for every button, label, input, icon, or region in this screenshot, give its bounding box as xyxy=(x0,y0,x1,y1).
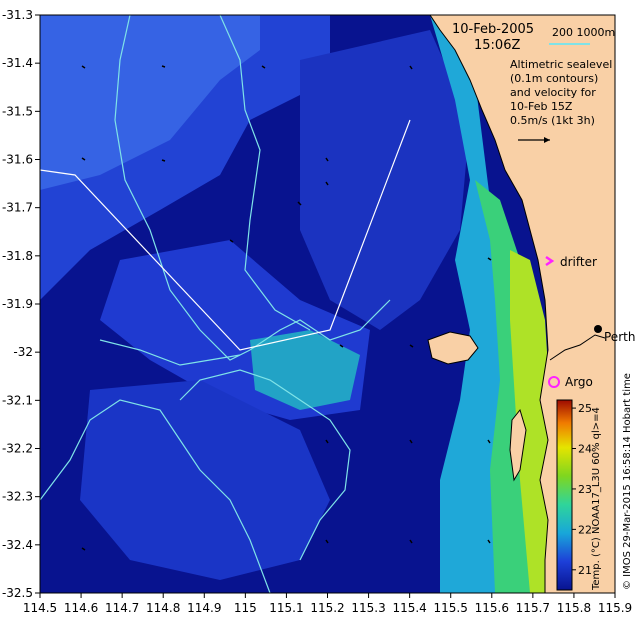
argo-label: Argo xyxy=(565,375,593,389)
velocity-arrow xyxy=(261,65,266,69)
velocity-arrows xyxy=(81,65,492,551)
land-rottnest-island xyxy=(427,331,479,365)
x-tick-label: 114.8 xyxy=(146,601,180,615)
argo-marker xyxy=(548,376,560,388)
x-tick-label: 115.3 xyxy=(351,601,385,615)
legend-line-2: (0.1m contours) xyxy=(510,72,598,85)
velocity-arrow xyxy=(487,439,491,444)
colorbar-tick-label: 21 xyxy=(578,564,592,577)
x-tick-label: 114.9 xyxy=(187,601,221,615)
colorbar-title: Temp. (°C) NOAA17_L3U 60% ql>=4 xyxy=(591,407,602,591)
x-tick-label: 115.4 xyxy=(392,601,426,615)
map-plot-area xyxy=(40,15,615,593)
city-marker-perth xyxy=(594,325,602,333)
legend-line-3: and velocity for xyxy=(510,86,596,99)
velocity-scale-arrowhead xyxy=(544,137,550,143)
sst-patch-south xyxy=(80,380,330,580)
time-label: 15:06Z xyxy=(474,38,520,53)
x-tick-label: 114.7 xyxy=(105,601,139,615)
contour-line xyxy=(219,15,311,331)
x-tick-label: 114.5 xyxy=(23,601,57,615)
velocity-arrow xyxy=(81,157,86,161)
x-tick-label: 114.6 xyxy=(64,601,98,615)
y-tick-label: -31.5 xyxy=(2,104,33,118)
y-tick-label: -32.4 xyxy=(2,538,33,552)
river-estuary xyxy=(549,334,606,361)
velocity-arrow xyxy=(339,344,344,348)
velocity-arrow xyxy=(409,65,413,70)
y-tick-label: -31.9 xyxy=(2,297,33,311)
ship-track xyxy=(40,119,411,351)
x-tick-label: 115.8 xyxy=(557,601,591,615)
colorbar-ticks: 21 22 23 24 25 xyxy=(572,402,592,577)
date-label: 10-Feb-2005 xyxy=(452,22,534,37)
y-tick-label: -32.5 xyxy=(2,586,33,600)
x-axis-ticks: 114.5 114.6 114.7 114.8 114.9 115 115.1 115.2 11… xyxy=(23,593,632,615)
velocity-arrow xyxy=(161,159,166,162)
contour-line xyxy=(40,399,271,593)
sst-patch-warm-center xyxy=(250,330,360,410)
contour-line xyxy=(99,339,241,366)
x-tick-label: 115.1 xyxy=(269,601,303,615)
credit-text: © IMOS 29-Mar-2015 16:58:14 Hobart time xyxy=(622,373,633,590)
y-axis-ticks: -31.3 -31.4 -31.5 -31.6 -31.7 -31.8 -31.9 -32 -3… xyxy=(2,8,40,600)
colorbar-tick-label: 25 xyxy=(578,402,592,415)
drifter-marker xyxy=(545,255,555,267)
depth-scale-label: 200 1000m xyxy=(552,26,615,39)
sealevel-contours xyxy=(40,15,391,593)
drifter-label: drifter xyxy=(560,255,597,269)
legend-line-5: 0.5m/s (1kt 3h) xyxy=(510,114,595,127)
sst-patch-north xyxy=(40,15,260,190)
velocity-arrow xyxy=(325,157,329,162)
x-tick-label: 115.6 xyxy=(475,601,509,615)
velocity-arrow xyxy=(325,539,329,544)
velocity-arrow xyxy=(297,201,302,206)
city-label-perth: Perth xyxy=(604,330,635,344)
velocity-arrow xyxy=(409,439,413,444)
velocity-arrow xyxy=(325,439,329,444)
velocity-arrow xyxy=(81,547,86,551)
colorbar-tick-label: 23 xyxy=(578,483,592,496)
contour-line xyxy=(114,15,391,361)
x-tick-label: 115 xyxy=(234,601,257,615)
markers: drifter Argo Perth xyxy=(545,255,635,389)
y-tick-label: -32 xyxy=(13,345,33,359)
velocity-arrow xyxy=(409,344,414,348)
y-tick-label: -31.4 xyxy=(2,56,33,70)
x-tick-label: 115.7 xyxy=(516,601,550,615)
legend-line-1: Altimetric sealevel xyxy=(510,58,612,71)
y-tick-label: -31.7 xyxy=(2,201,33,215)
velocity-arrow xyxy=(487,539,491,544)
y-tick-label: -31.3 xyxy=(2,8,33,22)
sst-patch-east xyxy=(300,30,470,330)
x-tick-label: 115.2 xyxy=(310,601,344,615)
sst-field xyxy=(40,15,565,593)
y-tick-label: -31.6 xyxy=(2,153,33,167)
velocity-arrow xyxy=(161,65,166,68)
velocity-arrow xyxy=(229,239,234,243)
y-tick-label: -32.2 xyxy=(2,442,33,456)
y-tick-label: -32.3 xyxy=(2,490,33,504)
velocity-arrow xyxy=(487,257,492,261)
velocity-arrow xyxy=(81,65,86,69)
y-tick-label: -32.1 xyxy=(2,393,33,407)
x-tick-label: 115.9 xyxy=(598,601,632,615)
legend-line-4: 10-Feb 15Z xyxy=(510,100,573,113)
y-tick-label: -31.8 xyxy=(2,249,33,263)
colorbar: 21 22 23 24 25 Temp. (°C) NOAA17_L3U 60% ql>… xyxy=(556,399,602,591)
contour-line xyxy=(179,369,351,561)
overlay-legend: 10-Feb-2005 15:06Z 200 1000m Altimetric … xyxy=(452,22,615,143)
velocity-arrow xyxy=(325,181,329,186)
x-tick-label: 115.5 xyxy=(434,601,468,615)
velocity-arrow xyxy=(409,539,413,544)
land-garden-island xyxy=(509,408,527,482)
colorbar-tick-label: 22 xyxy=(578,523,592,536)
colorbar-gradient xyxy=(556,399,573,591)
colorbar-tick-label: 24 xyxy=(578,443,592,456)
